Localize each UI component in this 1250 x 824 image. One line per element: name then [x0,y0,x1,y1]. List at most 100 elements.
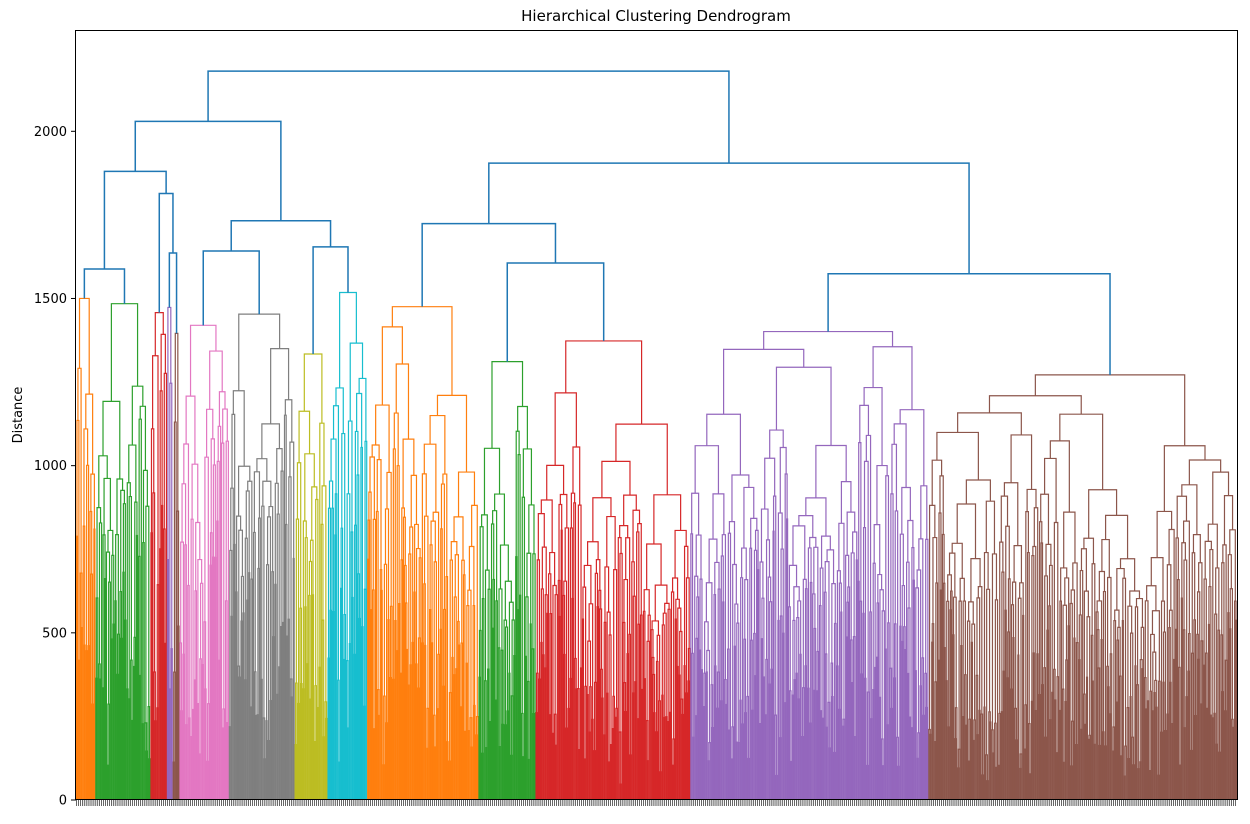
dendrogram-link-853 [908,716,912,800]
dendrogram-link-21 [99,678,102,800]
dendrogram-link-308 [377,714,380,800]
dendrogram-link-288 [361,626,364,800]
dendrogram-link-1037 [1085,676,1089,800]
dendrogram-link-208 [280,470,284,627]
dendrogram-link-846 [899,625,902,800]
dendrogram-link-487 [551,732,555,800]
dendrogram-link-166 [242,612,245,800]
dendrogram-link-781 [836,665,839,800]
dendrogram-link-523 [586,693,589,800]
dendrogram-link-1195 [1034,374,1186,446]
dendrogram-link-142 [216,520,219,800]
dendrogram-link-484 [548,714,552,800]
dendrogram-link-890 [943,646,946,800]
dendrogram-link-48 [116,478,124,535]
dendrogram-link-888 [939,589,943,800]
dendrogram-link-866 [919,685,922,800]
dendrogram-link-413 [391,306,453,396]
dendrogram-link-469 [522,448,533,505]
dendrogram-link-346 [417,687,420,800]
dendrogram-link-968 [1019,767,1022,800]
dendrogram-link-856 [910,727,913,800]
dendrogram-link-262 [328,480,334,509]
dendrogram-link-1062 [1107,576,1112,667]
dendrogram-link-398 [453,516,464,561]
dendrogram-link-691 [751,709,754,800]
dendrogram-link-608 [646,543,662,590]
dendrogram-link-1026 [1075,743,1078,800]
dendrogram-link-613 [676,665,679,800]
dendrogram-link-806 [860,673,863,800]
dendrogram-link-50 [126,688,129,800]
dendrogram-link-548 [611,727,615,800]
dendrogram-link-329 [398,602,401,800]
dendrogram-link-354 [381,326,403,406]
dendrogram-link-765 [821,717,824,800]
dendrogram-link-1074 [1123,775,1126,800]
dendrogram-link-741 [799,653,802,800]
dendrogram-link-291 [363,705,366,800]
dendrogram-link-500 [565,727,568,800]
dendrogram-link-227 [295,518,300,704]
dendrogram-link-647 [705,671,708,800]
dendrogram-link-436 [498,588,503,651]
dendrogram-link-631 [506,262,605,362]
dendrogram-link-407 [468,545,475,606]
dendrogram-link-381 [429,414,446,475]
dendrogram-link-471 [491,361,524,449]
dendrogram-link-100 [177,625,180,800]
dendrogram-link-1086 [1137,768,1140,800]
dendrogram-link-334 [405,648,408,800]
dendrogram-link-1081 [1132,764,1135,800]
dendrogram-link-252 [325,717,328,800]
dendrogram-link-982 [1032,652,1035,800]
dendrogram-link-550 [614,716,617,800]
dendrogram-link-809 [862,612,865,800]
dendrogram-link-369 [436,708,439,800]
y-axis: 0 500 1000 1500 2000 [34,125,76,809]
dendrogram-link-601 [665,716,668,800]
dendrogram-link-483 [537,513,545,560]
dendrogram-link-9 [87,645,90,800]
dendrogram-link-278 [346,493,351,661]
dendrogram-link-266 [338,761,341,800]
dendrogram-link-194 [269,699,272,800]
dendrogram-link-1100 [1144,708,1148,800]
dendrogram-link-992 [1041,684,1044,800]
dendrogram-link-1045 [1093,743,1096,800]
dendrogram-link-648 [707,760,710,800]
dendrogram-link-622 [685,692,688,800]
dendrogram-link-1146 [1190,749,1193,800]
dendrogram-link-296 [339,291,357,388]
dendrogram-link-203 [278,666,281,800]
dendrogram-link-657 [716,707,719,800]
dendrogram-link-386 [453,674,456,800]
dendrogram-link-28 [106,764,110,800]
dendrogram-link-192 [267,740,270,800]
dendrogram-link-761 [809,536,817,548]
dendrogram-link-170 [244,679,247,800]
dendrogram-link-716 [772,530,775,800]
dendrogram-link-862 [914,670,917,800]
chart-title: Hierarchical Clustering Dendrogram [521,7,791,25]
dendrogram-link-496 [560,529,563,800]
dendrogram-link-239 [311,594,315,800]
dendrogram-link-509 [575,688,578,800]
dendrogram-link-387 [455,668,458,800]
dendrogram-link-112 [181,483,187,545]
dendrogram-link-778 [826,549,835,584]
dendrogram-link-956 [1006,677,1009,800]
dendrogram-link-502 [567,707,570,800]
dendrogram-link-981 [1030,700,1033,800]
dendrogram-link-143 [218,659,221,800]
dendrogram-link-1 [77,659,80,800]
dendrogram-link-1159 [1203,664,1206,800]
dendrogram-link-824 [878,696,882,800]
dendrogram-link-513 [578,748,581,800]
dendrogram-link-432 [498,745,501,800]
plot-frame [75,30,1238,800]
dendrogram-link-472 [535,712,538,800]
dendrogram-link-1125 [1171,722,1174,800]
dendrogram-link-743 [793,586,800,621]
dendrogram-link-1148 [1194,715,1197,800]
